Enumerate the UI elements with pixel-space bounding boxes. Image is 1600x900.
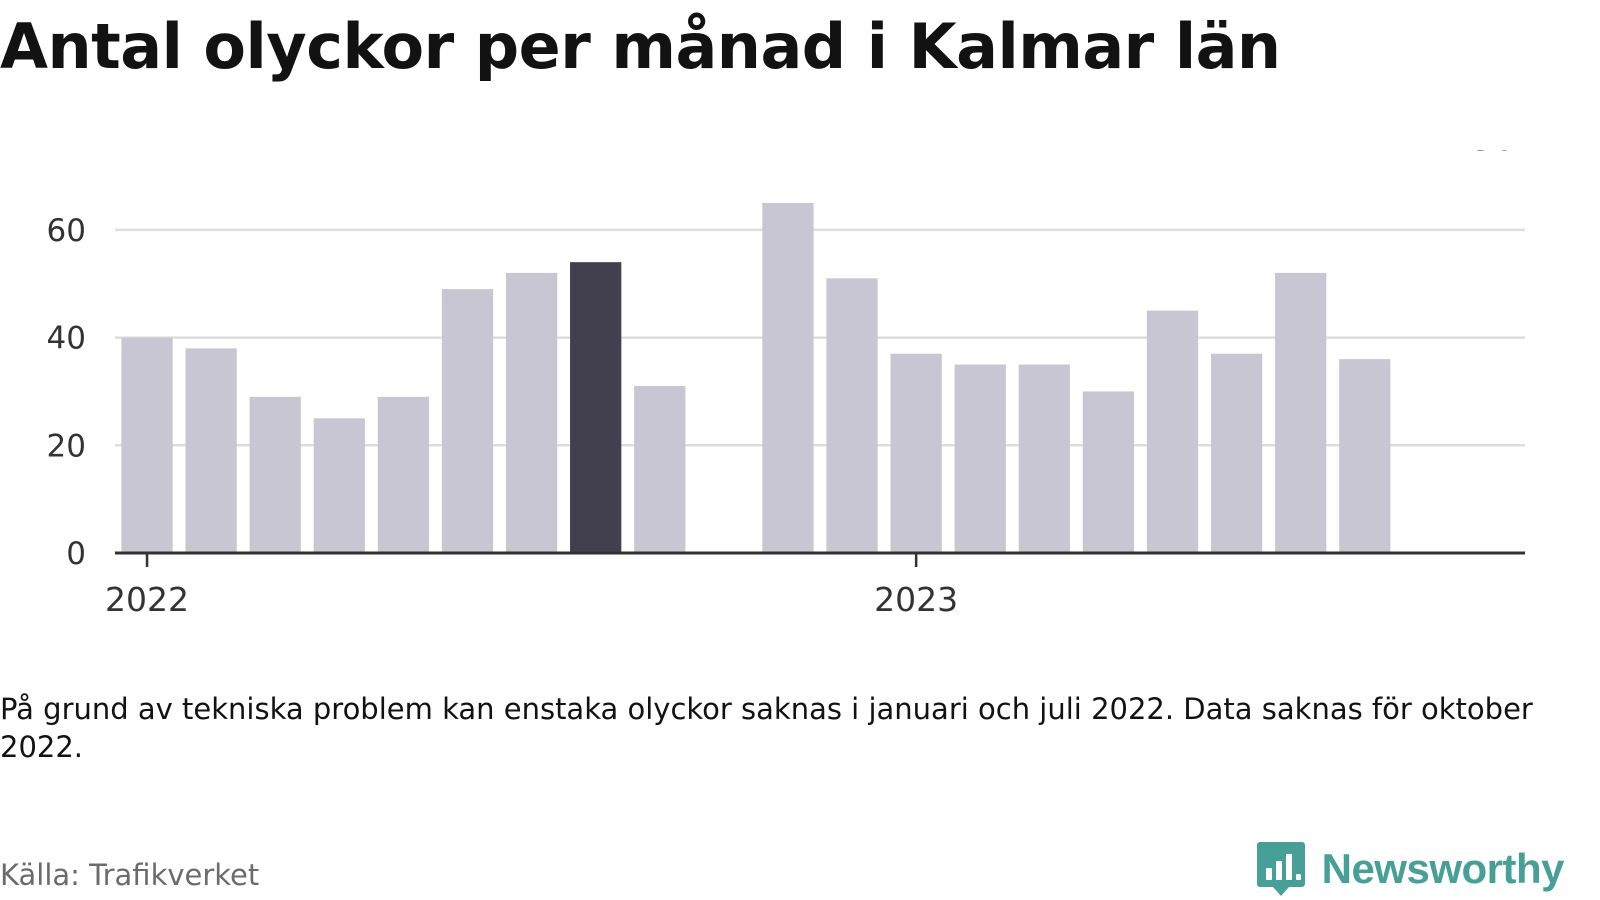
newsworthy-logo: Newsworthy (1256, 840, 1565, 898)
chart-title: Antal olyckor per månad i Kalmar län (0, 10, 1281, 83)
bar-2022-01 (121, 337, 173, 553)
bar-2022-12 (826, 278, 878, 553)
bar-2023-07 (1275, 272, 1327, 553)
data-label-2023-10: 36 (1471, 150, 1514, 159)
bar-2022-05 (377, 396, 430, 553)
bar-2022-08 (570, 262, 622, 553)
bar-2022-11 (762, 202, 814, 553)
bar-2023-08 (1339, 359, 1391, 553)
x-tick-label-2023: 2023 (874, 580, 958, 619)
y-tick-label-0: 0 (66, 536, 86, 572)
bar-2023-04 (1082, 391, 1135, 553)
newsworthy-logo-icon (1256, 842, 1305, 896)
y-tick-label-20: 20 (47, 428, 86, 464)
x-tick-label-2022: 2022 (105, 580, 189, 619)
y-tick-label-60: 60 (47, 213, 86, 249)
bar-2023-03 (1018, 364, 1070, 553)
chart-note: På grund av tekniska problem kan enstaka… (0, 692, 1533, 764)
bar-2023-02 (954, 364, 1006, 553)
bar-2023-06 (1210, 353, 1263, 553)
bar-2022-09 (634, 386, 686, 553)
y-tick-label-40: 40 (47, 321, 86, 357)
bar-2022-02 (185, 348, 237, 553)
brand-name: Newsworthy (1321, 845, 1565, 892)
bar-2023-05 (1146, 310, 1199, 553)
bar-2022-07 (505, 272, 558, 553)
bar-chart: 0 20 40 60 36 2022 2023 (47, 150, 1525, 619)
source-text: Källa: Trafikverket (0, 858, 260, 892)
bar-2023-01 (890, 353, 942, 553)
bar-2022-04 (313, 418, 365, 553)
bar-2022-03 (249, 396, 301, 553)
bar-2022-06 (441, 289, 494, 553)
